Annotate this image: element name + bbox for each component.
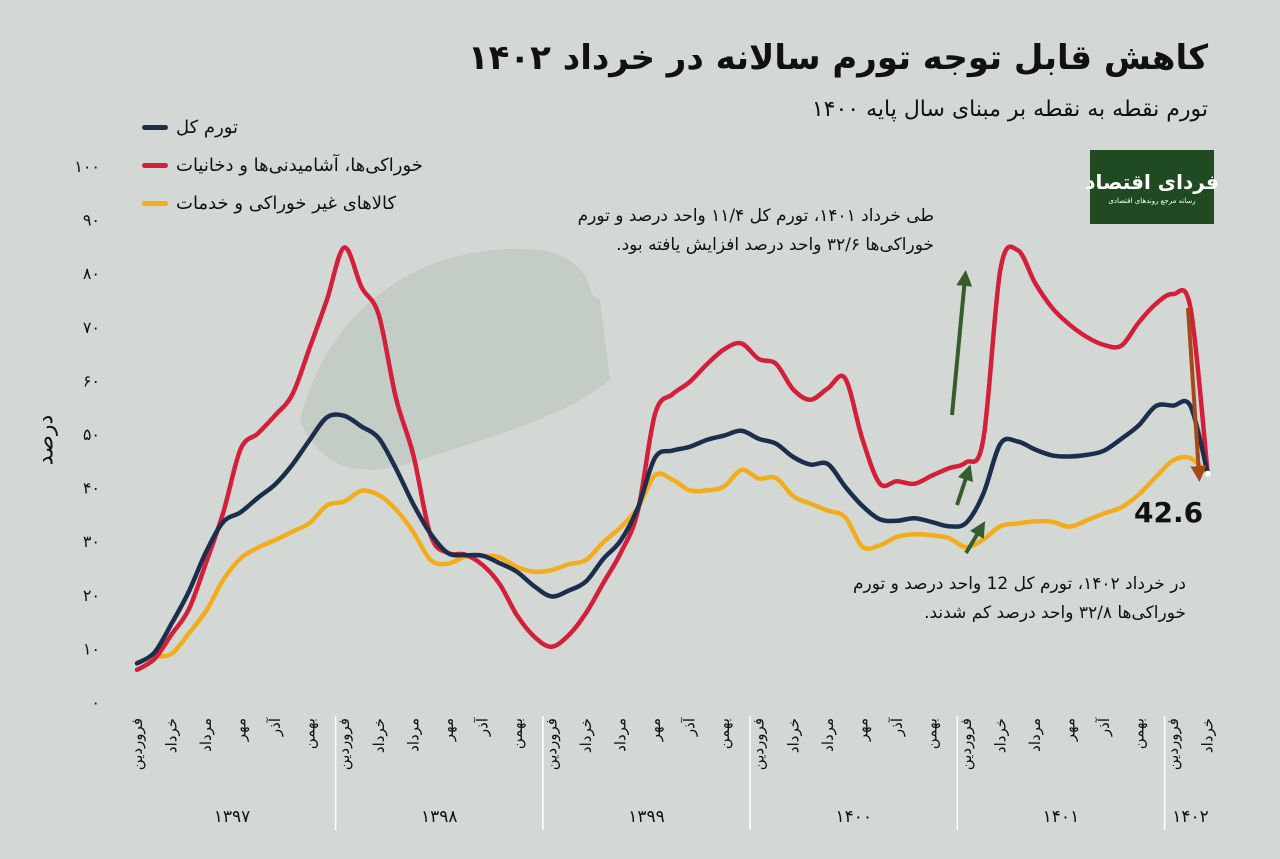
year-label: ۱۳۹۸ xyxy=(421,807,458,827)
x-tick-label: آذر xyxy=(888,717,906,737)
x-tick-label: بهمن xyxy=(1130,718,1148,749)
y-tick-label: ۸۰ xyxy=(83,264,100,283)
y-tick-label: ۱۰۰ xyxy=(74,157,100,176)
year-label: ۱۳۹۷ xyxy=(214,807,251,827)
x-tick-label: بهمن xyxy=(922,718,940,749)
x-tick-label: مرداد xyxy=(404,718,422,752)
end-point-marker xyxy=(1204,470,1211,477)
legend-item-food: خوراکی‌ها، آشامیدنی‌ها و دخانیات xyxy=(142,146,423,184)
x-tick-label: آذر xyxy=(681,717,699,737)
nonfood-rise-arrow xyxy=(964,521,986,555)
y-tick-label: ۳۰ xyxy=(83,532,100,551)
series-line-nonfood xyxy=(134,454,1210,666)
x-tick-label: مهر xyxy=(1061,718,1079,742)
legend-label-total: تورم کل xyxy=(176,116,239,138)
y-tick-label: ۱۰ xyxy=(83,639,100,658)
logo-tagline: رسانه مرجع روندهای اقتصادی xyxy=(1108,196,1196,205)
x-tick-label: مهر xyxy=(439,718,457,742)
x-tick-label: مهر xyxy=(646,718,664,742)
year-label: ۱۴۰۰ xyxy=(835,807,872,827)
year-label: ۱۴۰۲ xyxy=(1172,807,1209,827)
year-label: ۱۴۰۱ xyxy=(1043,807,1080,827)
x-tick-label: آذر xyxy=(473,717,491,737)
x-tick-label: خرداد xyxy=(1199,718,1217,753)
x-tick-label: بهمن xyxy=(715,718,733,749)
x-tick-label: فروردین xyxy=(128,718,146,770)
legend-label-food: خوراکی‌ها، آشامیدنی‌ها و دخانیات xyxy=(176,154,423,176)
arrows xyxy=(950,270,1207,555)
annotation-1401-rise: طی خرداد ۱۴۰۱، تورم کل ۱۱/۴ واحد درصد و … xyxy=(577,206,934,256)
axes: ۰ ۱۰ ۲۰ ۳۰ ۴۰ ۵۰ ۶۰ ۷۰ ۸۰ ۹۰ ۱۰۰ فروردین خرداد مرداد م… xyxy=(74,157,1217,830)
total-rise-arrow xyxy=(955,464,974,506)
legend-item-total: تورم کل xyxy=(142,108,423,146)
x-tick-label: مرداد xyxy=(1026,718,1044,752)
x-tick-label: خرداد xyxy=(784,718,802,753)
series-lines xyxy=(134,244,1211,673)
chart-subtitle: تورم نقطه به نقطه بر مبنای سال پایه ۱۴۰۰ xyxy=(811,97,1208,122)
x-tick-label: مرداد xyxy=(612,718,630,752)
legend-swatch-food xyxy=(142,162,168,168)
y-tick-label: ۰ xyxy=(91,693,100,712)
y-tick-label: ۶۰ xyxy=(83,371,100,390)
x-tick-label: فروردین xyxy=(957,718,975,770)
x-tick-label: مرداد xyxy=(819,718,837,752)
y-tick-label: ۴۰ xyxy=(83,479,100,498)
legend-swatch-total xyxy=(142,124,168,130)
chart-title: کاهش قابل توجه تورم سالانه در خرداد ۱۴۰۲ xyxy=(467,38,1208,78)
x-tick-label: آذر xyxy=(1095,717,1113,737)
x-tick-label: مهر xyxy=(853,718,871,742)
brand-logo: فردای اقتصاد رسانه مرجع روندهای اقتصادی xyxy=(1085,150,1219,224)
logo-name: فردای اقتصاد xyxy=(1085,169,1219,194)
x-tick-label: خرداد xyxy=(163,718,181,753)
x-tick-label: خرداد xyxy=(370,718,388,753)
x-tick-label: فروردین xyxy=(335,718,353,770)
x-tick-label: فروردین xyxy=(750,718,768,770)
food-rise-arrow xyxy=(950,270,973,416)
x-tick-label: خرداد xyxy=(992,718,1010,753)
y-axis-label: درصد xyxy=(33,414,59,466)
series-line-total xyxy=(134,398,1210,666)
y-tick-label: ۹۰ xyxy=(83,211,100,230)
x-tick-label: مرداد xyxy=(197,718,215,752)
x-tick-label: فروردین xyxy=(1164,718,1182,770)
x-tick-label: آذر xyxy=(266,717,284,737)
x-tick-label: خرداد xyxy=(577,718,595,753)
legend-item-nonfood: کالاهای غیر خوراکی و خدمات xyxy=(142,184,423,222)
series-line-food xyxy=(134,244,1210,673)
fall-arrow xyxy=(1186,307,1207,482)
year-label: ۱۳۹۹ xyxy=(628,807,665,827)
x-tick-label: بهمن xyxy=(508,718,526,749)
watermark-logo xyxy=(300,248,610,470)
y-tick-label: ۲۰ xyxy=(83,586,100,605)
legend-swatch-nonfood xyxy=(142,200,168,206)
x-tick-label: فروردین xyxy=(542,718,560,770)
legend-label-nonfood: کالاهای غیر خوراکی و خدمات xyxy=(176,192,397,214)
x-tick-label: بهمن xyxy=(301,718,319,749)
y-tick-label: ۷۰ xyxy=(83,318,100,337)
end-value-label: 42.6 xyxy=(1134,496,1204,529)
legend: تورم کل خوراکی‌ها، آشامیدنی‌ها و دخانیات… xyxy=(142,108,423,222)
annotation-1402-fall: در خرداد ۱۴۰۲، تورم کل 12 واحد درصد و تو… xyxy=(852,574,1186,624)
x-tick-label: مهر xyxy=(232,718,250,742)
y-tick-label: ۵۰ xyxy=(83,425,100,444)
